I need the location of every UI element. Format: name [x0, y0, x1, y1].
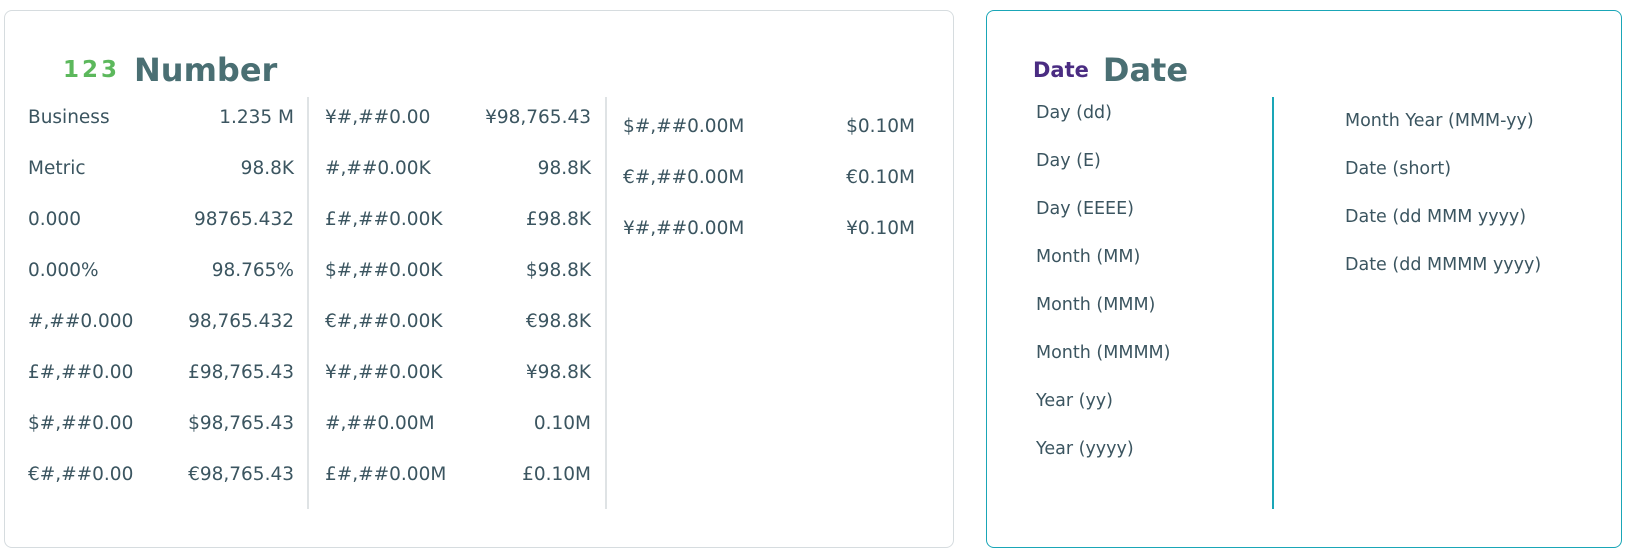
format-example: €98.8K — [525, 310, 591, 332]
format-example: 98.765% — [211, 259, 294, 281]
format-pattern: #,##0.000 — [28, 310, 134, 332]
date-format-option[interactable]: Month (MM) — [1036, 247, 1141, 267]
number-format-column-3: $#,##0.00M $0.10M €#,##0.00M €0.10M ¥#,##0… — [623, 106, 915, 286]
format-pattern: $#,##0.00M — [623, 115, 745, 137]
date-panel-header: Date Date — [1033, 51, 1188, 89]
date-format-option[interactable]: Month (MMM) — [1036, 295, 1156, 315]
format-pattern: ¥#,##0.00 — [325, 106, 431, 128]
format-example: ¥0.10M — [846, 217, 915, 239]
format-pattern: €#,##0.00M — [623, 166, 745, 188]
number-format-panel: 123 Number Business 1.235 M Metric 98.8K 0… — [4, 10, 954, 548]
format-example: $98,765.43 — [188, 412, 294, 434]
format-pattern: Metric — [28, 157, 86, 179]
format-example: 98.8K — [537, 157, 591, 179]
date-format-option[interactable]: Day (EEEE) — [1036, 199, 1135, 219]
number-format-option[interactable]: #,##0.000 98,765.432 — [28, 301, 294, 341]
format-example: £98,765.43 — [188, 361, 294, 383]
number-format-option[interactable]: €#,##0.00 €98,765.43 — [28, 454, 294, 494]
format-example: $0.10M — [846, 115, 915, 137]
format-example: £0.10M — [522, 463, 591, 485]
number-format-option[interactable]: ¥#,##0.00M ¥0.10M — [623, 208, 915, 248]
format-example: €0.10M — [846, 166, 915, 188]
date-format-column-1: Day (dd) Day (E) Day (EEEE) Month (MM) M… — [1036, 103, 1296, 503]
format-pattern: £#,##0.00 — [28, 361, 134, 383]
date-format-option[interactable]: Year (yy) — [1036, 391, 1113, 411]
format-example: ¥98.8K — [525, 361, 591, 383]
format-pattern: $#,##0.00 — [28, 412, 134, 434]
number-format-option[interactable]: $#,##0.00K $98.8K — [325, 250, 591, 290]
date-format-option[interactable]: Date (dd MMM yyyy) — [1345, 207, 1527, 227]
number-format-option[interactable]: ¥#,##0.00 ¥98,765.43 — [325, 97, 591, 137]
column-divider — [1272, 97, 1274, 509]
number-panel-title: Number — [134, 51, 278, 89]
format-example: 98,765.432 — [188, 310, 294, 332]
date-format-option[interactable]: Date (dd MMMM yyyy) — [1345, 255, 1542, 275]
number-format-option[interactable]: £#,##0.00K £98.8K — [325, 199, 591, 239]
number-format-option[interactable]: £#,##0.00M £0.10M — [325, 454, 591, 494]
number-format-option[interactable]: 0.000 98765.432 — [28, 199, 294, 239]
number-format-option[interactable]: €#,##0.00M €0.10M — [623, 157, 915, 197]
number-format-option[interactable]: #,##0.00K 98.8K — [325, 148, 591, 188]
format-pattern: €#,##0.00K — [325, 310, 443, 332]
column-divider — [307, 97, 309, 509]
number-format-column-2: ¥#,##0.00 ¥98,765.43 #,##0.00K 98.8K £#,##… — [325, 97, 591, 517]
format-example: 0.10M — [533, 412, 591, 434]
format-example: 98.8K — [240, 157, 294, 179]
number-format-option[interactable]: Metric 98.8K — [28, 148, 294, 188]
format-pattern: £#,##0.00K — [325, 208, 443, 230]
format-pattern: €#,##0.00 — [28, 463, 134, 485]
format-pattern: #,##0.00K — [325, 157, 431, 179]
format-example: £98.8K — [525, 208, 591, 230]
number-type-icon: 123 — [63, 57, 121, 83]
date-format-option[interactable]: Day (dd) — [1036, 103, 1112, 123]
date-type-icon: Date — [1033, 58, 1089, 82]
format-pattern: £#,##0.00M — [325, 463, 447, 485]
format-pattern: Business — [28, 106, 110, 128]
date-format-panel: Date Date Day (dd) Day (E) Day (EEEE) Mo… — [986, 10, 1622, 548]
format-example: 1.235 M — [219, 106, 294, 128]
date-format-option[interactable]: Day (E) — [1036, 151, 1101, 171]
number-format-option[interactable]: #,##0.00M 0.10M — [325, 403, 591, 443]
format-example: 98765.432 — [193, 208, 294, 230]
format-example: ¥98,765.43 — [485, 106, 591, 128]
number-format-option[interactable]: €#,##0.00K €98.8K — [325, 301, 591, 341]
date-format-option[interactable]: Year (yyyy) — [1036, 439, 1134, 459]
number-format-option[interactable]: 0.000% 98.765% — [28, 250, 294, 290]
format-pattern: $#,##0.00K — [325, 259, 443, 281]
date-format-option[interactable]: Month (MMMM) — [1036, 343, 1171, 363]
number-format-option[interactable]: ¥#,##0.00K ¥98.8K — [325, 352, 591, 392]
date-format-option[interactable]: Date (short) — [1345, 159, 1452, 179]
number-panel-header: 123 Number — [63, 51, 277, 89]
number-format-option[interactable]: £#,##0.00 £98,765.43 — [28, 352, 294, 392]
column-divider — [605, 97, 607, 509]
number-format-option[interactable]: Business 1.235 M — [28, 97, 294, 137]
format-pattern: ¥#,##0.00K — [325, 361, 443, 383]
format-pattern: 0.000 — [28, 208, 81, 230]
number-format-option[interactable]: $#,##0.00M $0.10M — [623, 106, 915, 146]
date-format-column-2: Month Year (MMM-yy) Date (short) Date (d… — [1345, 111, 1605, 331]
format-example: $98.8K — [525, 259, 591, 281]
date-format-option[interactable]: Month Year (MMM-yy) — [1345, 111, 1534, 131]
format-pattern: ¥#,##0.00M — [623, 217, 745, 239]
format-pattern: #,##0.00M — [325, 412, 435, 434]
number-format-option[interactable]: $#,##0.00 $98,765.43 — [28, 403, 294, 443]
date-panel-title: Date — [1102, 51, 1189, 89]
format-pattern: 0.000% — [28, 259, 99, 281]
format-example: €98,765.43 — [188, 463, 294, 485]
number-format-column-1: Business 1.235 M Metric 98.8K 0.000 98765.4… — [28, 97, 294, 517]
